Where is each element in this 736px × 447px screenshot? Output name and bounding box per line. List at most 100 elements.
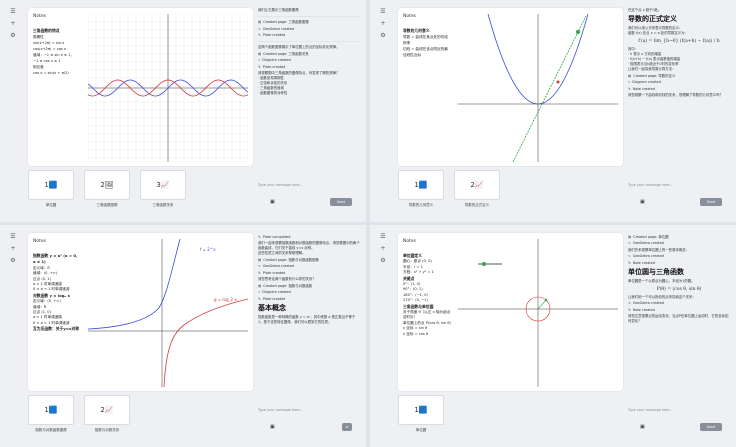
note-icon: ✎ xyxy=(628,86,631,91)
tool-result[interactable]: ▤ Created page: 指数与对数函数 xyxy=(258,284,360,289)
send-button[interactable]: Send xyxy=(700,423,722,431)
tangent-line xyxy=(512,15,587,162)
chat-heading: 单位圆与三角函数 xyxy=(628,267,684,276)
note-icon: ✎ xyxy=(258,64,261,69)
tool-result[interactable]: ✎ Plote created xyxy=(258,33,360,38)
notes-title: 指数函数 y = aˣ (a > 0, a ≠ 1) xyxy=(33,253,78,265)
send-button[interactable]: Send xyxy=(330,198,352,206)
thumb-number: 1 xyxy=(414,406,419,414)
tool-result[interactable]: ⟡ Diagram created xyxy=(258,58,360,63)
tool-result[interactable]: ▤ Created page: 指数与对数函数图像 xyxy=(258,258,360,263)
chat-bullet: · 函数呈现周期性 xyxy=(258,76,284,80)
notes-item: 0°：(1, 0) xyxy=(403,282,421,287)
notes-item: 方程：x² + y² = 1 xyxy=(403,270,434,275)
tool-result[interactable]: ✎ Note created xyxy=(628,87,730,92)
send-button[interactable]: Send xyxy=(700,198,722,206)
tool-label: GeoGebra created xyxy=(632,241,664,245)
tool-result[interactable]: ✎ Note created xyxy=(628,308,730,313)
menu-icon[interactable]: ☰ xyxy=(10,233,16,240)
tool-result[interactable]: ∿ GeoGebra created xyxy=(628,254,730,259)
paperclip-icon[interactable]: ▣ xyxy=(270,424,275,430)
thumb-caption: 单位圆 xyxy=(45,203,57,207)
message-input[interactable]: Type your message here... xyxy=(628,408,673,412)
tool-result[interactable]: ▤ Created page: 导数的定义 xyxy=(628,74,730,79)
point-a xyxy=(576,30,580,34)
tool-result[interactable]: ∿ GeoGebra created xyxy=(628,241,730,246)
exp-log-plot[interactable]: f = 2^x g = log_2 x xyxy=(88,239,248,387)
tool-label: Plote created xyxy=(262,270,286,275)
thumb-3[interactable]: 3 📈 三角函数关系 xyxy=(140,170,186,210)
add-icon[interactable]: + xyxy=(380,245,386,252)
settings-icon[interactable]: ⚙ xyxy=(380,257,386,264)
paperclip-icon[interactable]: ▣ xyxy=(640,199,645,205)
tool-label: GeoGebra created xyxy=(632,301,664,305)
formula: f′(a) = lim_{h→0} (f(a+h) − f(a)) / h xyxy=(638,39,720,44)
chat-panel: 在这个点 x 趋于0处。 导数的正式定义 我们可以用公式来表示导数的定义： 函数… xyxy=(628,8,730,214)
tool-result[interactable]: ▤ Created page: 单位圆 xyxy=(628,235,730,240)
tool-result[interactable]: ✎ Plote created xyxy=(258,65,360,70)
notes-item: 定义域：R xyxy=(33,265,50,270)
tool-result[interactable]: ∿ GeoGebra created xyxy=(258,27,360,32)
thumb-2[interactable]: 2 🖼 三角函数图像 xyxy=(84,170,130,210)
message-input[interactable]: Type your message here... xyxy=(258,183,303,187)
thumb-1[interactable]: 1 🟦 单位圆 xyxy=(28,170,74,210)
thumb-number: 1 xyxy=(44,181,49,189)
unit-circle-plot[interactable] xyxy=(458,239,618,387)
tool-result[interactable]: ▤ Created page: 三角函数关系 xyxy=(258,52,360,57)
thumb-number: 1 xyxy=(414,181,419,189)
tool-result[interactable]: ✎ Plote completed xyxy=(258,235,360,240)
derivative-plot[interactable] xyxy=(458,14,618,162)
curve xyxy=(487,14,589,105)
add-icon[interactable]: + xyxy=(10,245,16,252)
paperclip-icon[interactable]: ▣ xyxy=(640,424,645,430)
slider-handle xyxy=(482,262,486,266)
window-unit-circle: ☰ + ⚙ Notes 单位圆定义 圆心：原点 (0, 0) 半径：r = 1 … xyxy=(370,225,736,447)
thumb-2[interactable]: 2 📈 指数与对数关系 xyxy=(84,395,130,435)
note-icon: ✎ xyxy=(258,270,261,275)
paperclip-icon[interactable]: ▣ xyxy=(270,199,275,205)
thumb-1[interactable]: 1 🟦 导数的几何意义 xyxy=(398,170,444,210)
tool-label: Diagram created xyxy=(262,290,291,294)
thumb-caption: 单位圆 xyxy=(415,428,427,432)
tool-result[interactable]: ✎ Note created xyxy=(628,261,730,266)
tool-result[interactable]: ✎ Plote created xyxy=(258,297,360,302)
thumb-1[interactable]: 1 🟦 单位圆 xyxy=(398,395,444,435)
message-input[interactable]: Type your message here... xyxy=(258,408,303,412)
trig-plot[interactable] xyxy=(88,14,248,162)
note-icon: ✎ xyxy=(258,33,261,37)
chat-heading: 导数的正式定义 xyxy=(628,15,677,23)
point-p xyxy=(544,298,548,302)
tool-result[interactable]: ▤ Created page: 三角函数图像 xyxy=(258,20,360,25)
settings-icon[interactable]: ⚙ xyxy=(10,32,16,39)
notes-item: 切线 = 曲线在该点附近的最佳线性近似 xyxy=(403,47,448,57)
settings-icon[interactable]: ⚙ xyxy=(380,32,386,39)
add-icon[interactable]: + xyxy=(380,20,386,27)
tool-result[interactable]: ⟡ Diagram created xyxy=(258,290,360,295)
send-button[interactable]: ➤ xyxy=(342,423,352,431)
tool-result[interactable]: ∿ GeoGebra created xyxy=(628,301,730,306)
menu-icon[interactable]: ☰ xyxy=(10,8,16,15)
tool-result[interactable]: ✎ Plote created xyxy=(258,271,360,276)
unit-circle xyxy=(525,296,551,322)
notes-item: 0 < a < 1 时单调递减 xyxy=(33,320,70,325)
page-thumbnails: 1 🟦 导数的几何意义 2 📈 导数的正式定义 xyxy=(398,170,500,210)
add-icon[interactable]: + xyxy=(10,20,16,27)
notes-item: 270°：(0, −1) xyxy=(403,298,428,303)
notes-item: x 坐标 = cos θ xyxy=(403,331,429,336)
notes-body: 指数函数 y = aˣ (a > 0, a ≠ 1) 定义域：R 值域：(0, … xyxy=(33,253,81,333)
tool-result[interactable]: ∿ GeoGebra created xyxy=(258,264,360,269)
notes-label: Notes xyxy=(403,14,416,19)
settings-icon[interactable]: ⚙ xyxy=(10,257,16,264)
radius-line xyxy=(537,299,547,310)
series-exp xyxy=(88,239,181,330)
chat-heading: 基本概念 xyxy=(258,303,286,312)
chat-message: 请您注意观察点的运动变化，当点P在单位圆上运动时，它的坐标如何变化？ xyxy=(628,314,729,323)
thumb-1[interactable]: 1 🟦 指数与对数函数图像 xyxy=(28,395,74,435)
menu-icon[interactable]: ☰ xyxy=(380,8,386,15)
tool-result[interactable]: ⟡ Diagram created xyxy=(628,80,730,85)
message-input[interactable]: Type your message here... xyxy=(628,183,673,187)
thumb-2[interactable]: 2 📈 导数的正式定义 xyxy=(454,170,500,210)
notes-item: 对数函数 y = logₐ x xyxy=(33,292,70,298)
thumb-caption: 三角函数图像 xyxy=(96,203,118,207)
menu-icon[interactable]: ☰ xyxy=(380,233,386,240)
